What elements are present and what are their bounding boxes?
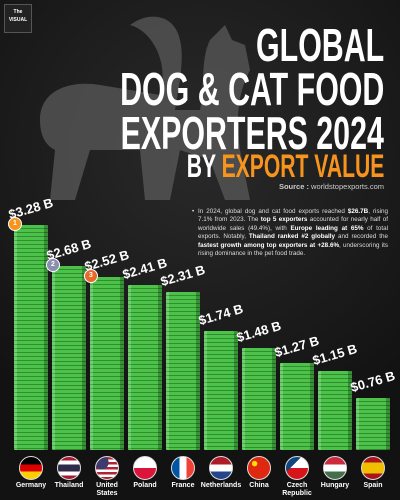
category-label: Hungary — [320, 482, 350, 489]
paragraph-run: $26.7B — [347, 208, 369, 215]
title-line: EXPORTERS 2024 — [120, 107, 384, 159]
paragraph-run: Thailand ranked #2 globally — [248, 233, 336, 241]
source: Source : worldstopexports.com — [279, 182, 384, 191]
paragraph-run: fastest growth among top exporters at +2… — [198, 241, 340, 249]
subtitle-prefix: BY — [186, 148, 216, 184]
paragraph-run: In 2024, global dog and cat food exports… — [198, 208, 348, 215]
rank-medal: 3 — [84, 269, 98, 284]
description: In 2024, global dog and cat food exports… — [192, 208, 388, 258]
flag — [95, 456, 119, 480]
subtitle-highlight: EXPORT VALUE — [221, 148, 384, 184]
paragraph-run: , rising 7.1% from 2023. The — [198, 208, 388, 224]
source-text: worldstopexports.com — [311, 182, 384, 191]
category-label: Poland — [133, 482, 157, 489]
bar — [14, 224, 48, 450]
bar — [318, 371, 352, 450]
flag — [171, 456, 195, 480]
logo: The VISUAL — [4, 4, 32, 33]
bar — [242, 348, 276, 450]
paragraph-run: , underscoring its rising dominance in t… — [198, 241, 388, 258]
source-label: Source : — [278, 182, 309, 191]
bar — [204, 330, 238, 450]
category-label: Germany — [15, 482, 47, 489]
title-line: DOG & CAT FOOD — [119, 63, 384, 115]
category-label: Thailand — [54, 482, 84, 489]
category-label: France — [171, 482, 195, 489]
paragraph-run: top 5 exporters — [260, 216, 308, 224]
title-line: GLOBAL — [255, 19, 384, 71]
flag — [285, 456, 309, 480]
bar — [90, 277, 124, 450]
bar — [166, 291, 200, 450]
flag — [323, 456, 347, 480]
flag — [361, 456, 385, 480]
flag — [19, 456, 43, 480]
category-label: Czech Republic — [282, 482, 312, 497]
rank-medal: 1 — [8, 216, 22, 231]
paragraph-run: accounted for nearly half of worldwide s… — [198, 216, 388, 232]
flag — [57, 456, 81, 480]
category-label: Netherlands — [200, 482, 242, 489]
category-label: China — [249, 482, 269, 489]
bar — [52, 266, 86, 450]
flag — [247, 456, 271, 480]
bar — [128, 284, 162, 450]
subtitle: BY EXPORT VALUE — [186, 150, 384, 182]
flag — [209, 456, 233, 480]
paragraph-run: of total exports. Notably, — [198, 224, 388, 241]
category-label: United States — [96, 482, 118, 497]
paragraph-run: Europe leading at 65% — [290, 224, 364, 232]
rank-medal: 2 — [46, 258, 60, 273]
category-label: Spain — [363, 482, 383, 489]
flag — [133, 456, 157, 480]
bar — [280, 362, 314, 450]
bar — [356, 397, 390, 450]
paragraph-run: and recorded the — [335, 233, 388, 241]
